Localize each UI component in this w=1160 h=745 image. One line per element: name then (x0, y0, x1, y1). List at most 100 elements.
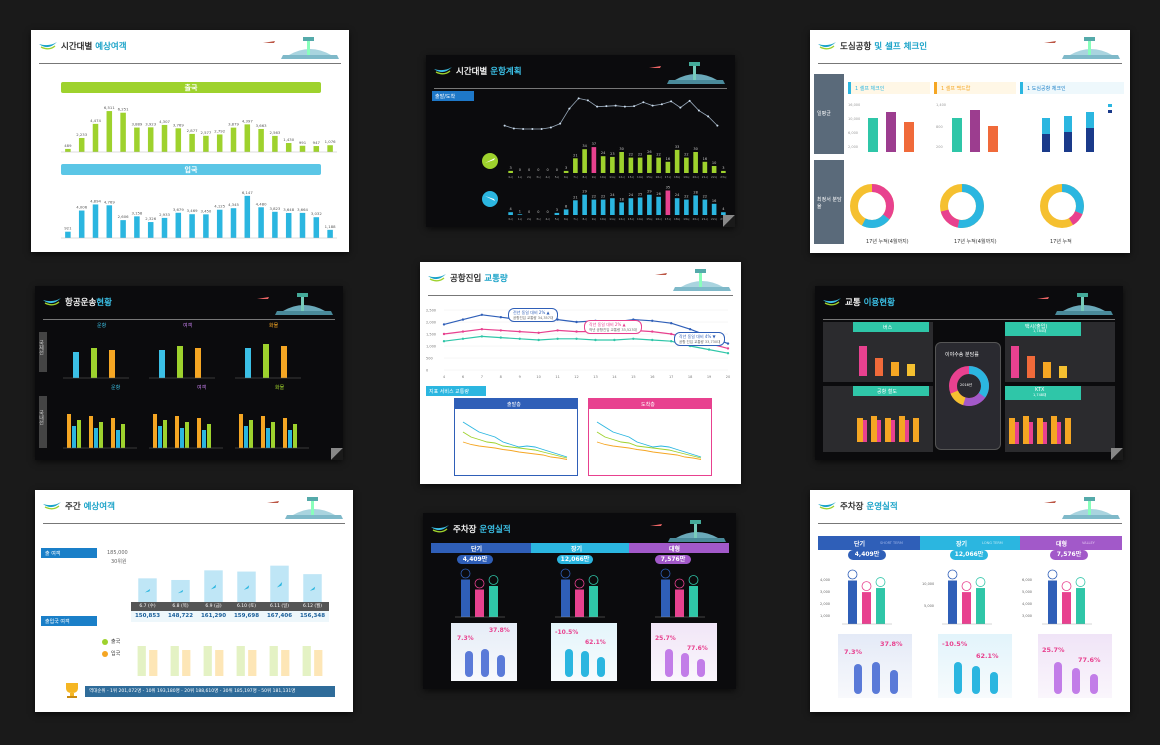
parking-bar-charts (455, 568, 705, 618)
bar-label: 4,397 (242, 118, 253, 123)
line-point (499, 316, 502, 319)
bar (693, 152, 698, 173)
slide-title: 공항진입 교통량 (450, 274, 508, 284)
bar (689, 586, 698, 617)
x-tick: 8 (500, 375, 502, 379)
slide-thumbnail-self-checkin[interactable]: 도심공항 및 셀프 체크인 일평균 최정서 분담율 1 셀프 체크인 1 셀프 … (810, 30, 1130, 253)
bar-label: 0 (556, 168, 558, 172)
slide-header: 항공운송현황 (35, 286, 343, 320)
bar-label: 2,877 (187, 128, 198, 133)
line-point (442, 340, 446, 343)
slide-header: 주차장 운영실적 (423, 513, 736, 547)
bar (619, 202, 624, 215)
valley-header: 대형 VALLEY (1020, 536, 1122, 550)
slide-thumbnail-parking-dark[interactable]: 주차장 운영실적 단기 장기 대형 4,409만 12,066만 7,576만 … (423, 513, 736, 689)
x-tick: 17 (669, 375, 673, 379)
slide-thumbnail-air-transport[interactable]: 항공운송현황 운항 여객 화물 운항 여객 화물 국제선 국내선 (35, 286, 343, 460)
row-label-share: 최정서 분담율 (814, 160, 844, 244)
bar-label: 489 (64, 143, 72, 148)
bar (702, 199, 708, 215)
bar-label: 2,563 (269, 130, 280, 135)
bar-cap (961, 581, 972, 592)
bar-label: 4,474 (90, 118, 101, 123)
airport-building-icon (1055, 293, 1113, 315)
bar (106, 111, 113, 152)
foot-label-1: 17년 누적(4월까지) (866, 239, 909, 245)
share-donut-chart (949, 366, 989, 406)
slide-thumbnail-traffic-volume[interactable]: 공항진입 교통량 2,500 2,000 1,500 1,000 500 0 4 6 7 8 9 10… (420, 262, 741, 484)
airport-logo-icon (428, 274, 446, 282)
slide-thumbnail-weekly-passengers[interactable]: 주간 예상여객 출 여객 출입국 여객 185,000 30위원 6.7 (수)… (35, 490, 353, 712)
airport-building-icon (1062, 497, 1120, 519)
share-phone-panel: 이야수송 분담률 2016년 (935, 342, 1001, 450)
line-point (537, 338, 540, 342)
bar-label: 0 (537, 210, 539, 214)
airport-logo-icon (43, 502, 61, 510)
line-point (568, 107, 571, 110)
bar (628, 198, 634, 215)
slide-thumbnail-flight-schedule[interactable]: 시간대별 운항계획 출발/도착 3 0시 0 1시 0 2시 0 3시 0 4시 0 5시 3 6시 21 7… (426, 55, 735, 227)
share-donut-charts (850, 184, 1084, 228)
airport-building-icon (281, 37, 339, 59)
short-term-header: 단기 SHORT TERM (818, 536, 920, 550)
x-tick: 16 (650, 375, 654, 379)
bar (73, 352, 79, 378)
bar (508, 170, 513, 173)
bus-panel: 버스 (823, 322, 933, 382)
bar (517, 214, 523, 215)
bar-cap (574, 578, 585, 589)
airport-building-icon (673, 269, 731, 291)
x-tick: 13 (593, 375, 597, 379)
hour-label: 6시 (564, 175, 569, 179)
bar (600, 156, 606, 173)
line-point (605, 105, 608, 108)
hour-label: 13시 (628, 175, 635, 179)
bar (216, 209, 223, 238)
plane-icon (243, 585, 250, 590)
bar (610, 156, 615, 173)
bar-label: 22 (601, 195, 605, 199)
parking-bar-charts (842, 569, 1092, 625)
slide-thumbnail-hourly-passengers[interactable]: 시간대별 예상여객 출국 입국 489 2,233 4,474 6,511 6,251 3… (31, 30, 349, 252)
bar (561, 579, 570, 617)
bar (962, 592, 971, 624)
bar (665, 161, 671, 173)
line-point (614, 104, 617, 107)
bottom-label-cargo: 화물 (275, 385, 285, 391)
bar-label: 3 (556, 208, 558, 212)
bar-label: 22 (592, 195, 596, 199)
bar-label: 1,430 (283, 137, 294, 142)
bar (721, 212, 726, 215)
departure-bar (170, 646, 179, 676)
bar-label: 6,147 (242, 190, 253, 195)
bar (600, 199, 606, 215)
bar (508, 212, 513, 215)
bottom-label-flights: 운항 (111, 385, 121, 391)
bar-label: 921 (64, 226, 72, 231)
bar (283, 418, 287, 448)
floor-line (596, 421, 702, 458)
annotation-2: 작년 동일 대비 2% ▲ 작년 공항진입 교통량 33,523대 (584, 320, 642, 334)
bar-label: 3,889 (131, 122, 142, 127)
bar (116, 430, 120, 448)
slide-thumbnail-parking-light[interactable]: 주차장 운영실적 단기 SHORT TERM 장기 LONG TERM 대형 VALL… (810, 490, 1130, 712)
page-curl (723, 215, 735, 227)
line-point (726, 342, 730, 345)
bar (1062, 592, 1071, 624)
bar-cap (1047, 569, 1058, 580)
airplane-icon (1044, 41, 1056, 43)
slide-thumbnail-transport-usage[interactable]: 교통 이용현황 버스 공항 철도 이야수송 분담률 2016년 택시(출입) 1,… (815, 286, 1123, 460)
hour-label: 0시 (508, 175, 513, 179)
bar (693, 195, 698, 215)
bar-label: 30 (693, 147, 697, 151)
arrival-bar-chart: 40시11시02시03시04시35시86시217시298시229시2210시24… (508, 186, 727, 221)
bar-label: 2,326 (145, 216, 156, 221)
hour-label: 15시 (646, 217, 653, 221)
bar (573, 158, 578, 173)
taxi-panel: 택시(출입) 1,784대 (1005, 322, 1115, 382)
bar (180, 428, 184, 448)
arrival-floor-chart (596, 421, 702, 460)
bar (575, 589, 584, 617)
total-bar (204, 570, 223, 602)
hour-label: 11시 (609, 217, 616, 221)
